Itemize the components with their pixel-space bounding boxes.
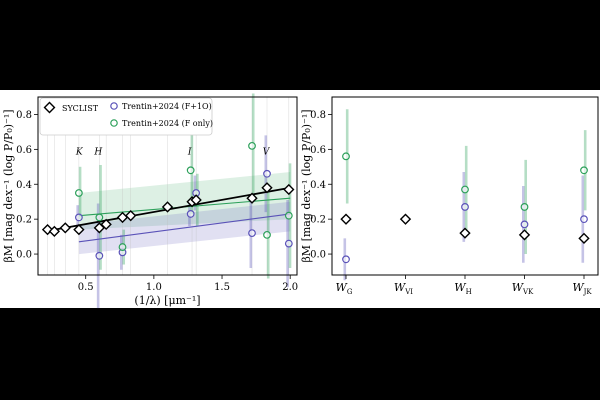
- band-annotation-K: K: [75, 148, 84, 158]
- right-point-f1o-2: [461, 203, 469, 211]
- right-ytick-label-2: 0.4: [310, 180, 326, 191]
- left-x-axis-label: (1/λ) [μm⁻¹]: [134, 294, 200, 307]
- right-xtick-label-0: WG: [336, 281, 353, 296]
- right-point-syclist-2: [459, 227, 471, 239]
- point-fonly-3: [186, 166, 195, 175]
- point-syclist-7: [125, 210, 137, 222]
- band-annotation-H: H: [93, 148, 102, 158]
- right-point-fonly-0: [342, 152, 350, 161]
- right-point-f1o-3: [520, 220, 529, 229]
- left-xtick-label-1: 1.0: [146, 282, 162, 293]
- point-syclist-1: [48, 225, 61, 238]
- point-f1o-7: [284, 239, 293, 248]
- right-point-syclist-4: [578, 232, 590, 245]
- point-fonly-6: [263, 230, 271, 239]
- right-point-syclist-0: [340, 213, 352, 225]
- right-ytick-label-1: 0.2: [310, 215, 326, 226]
- right-point-syclist-1: [399, 213, 412, 225]
- left-ytick-label-4: 0.8: [16, 110, 32, 121]
- left-y-ticks: 0.0 0.2 0.4 0.6 0.8: [16, 110, 38, 261]
- point-f1o-1: [95, 251, 104, 260]
- point-f1o-6: [263, 169, 271, 178]
- point-fonly-5: [248, 141, 256, 150]
- left-xtick-label-2: 1.5: [214, 282, 230, 293]
- point-syclist-8: [161, 201, 174, 213]
- right-point-fonly-2: [461, 185, 469, 194]
- point-fonly-2: [118, 243, 127, 251]
- point-fonly-1: [95, 213, 104, 222]
- legend: SYCLIST Trentin+2024 (F+1O) Trentin+2024…: [39, 97, 213, 136]
- point-syclist-2: [59, 222, 71, 234]
- legend-f1o-label: Trentin+2024 (F+1O): [122, 102, 212, 111]
- right-point-f1o-0: [342, 255, 350, 264]
- point-syclist-11: [246, 192, 258, 204]
- right-ytick-label-0: 0.0: [310, 250, 326, 261]
- legend-f1o-marker: [110, 102, 118, 110]
- left-x-ticks: 0.5 1.0 1.5 2.0: [78, 275, 298, 293]
- right-xtick-label-3: WVK: [512, 281, 534, 296]
- legend-box: [39, 97, 213, 136]
- left-xtick-label-0: 0.5: [78, 282, 94, 293]
- right-x-ticks: WG WVI WH WVK WJK: [336, 275, 592, 296]
- left-xtick-label-3: 2.0: [282, 282, 298, 293]
- left-ytick-label-0: 0.0: [16, 250, 32, 261]
- right-point-fonly-4: [580, 166, 588, 175]
- point-fonly-7: [284, 211, 293, 220]
- point-syclist-12: [261, 182, 273, 194]
- right-point-syclist-3: [518, 229, 531, 241]
- right-chart-panel: WG WVI WH WVK WJK 0.0 0.2 0.4 0.6 0.8 βM [mag de…: [300, 96, 599, 296]
- point-syclist-13: [283, 183, 295, 196]
- left-ytick-label-3: 0.6: [16, 145, 32, 156]
- point-syclist-3: [73, 223, 85, 236]
- point-f1o-0: [74, 213, 83, 222]
- left-plot-frame: [37, 96, 298, 276]
- right-y-axis-label: βM [mag dex⁻¹ (log P/P₀)⁻¹]: [300, 109, 313, 262]
- legend-syclist-label: SYCLIST: [62, 104, 99, 113]
- left-ytick-label-2: 0.4: [16, 180, 32, 191]
- legend-syclist-marker: [43, 101, 56, 114]
- point-fonly-0: [74, 189, 83, 197]
- right-y-ticks: 0.0 0.2 0.4 0.6 0.8: [310, 110, 332, 261]
- legend-fonly-label: Trentin+2024 (F only): [122, 119, 213, 128]
- point-syclist-5: [100, 218, 112, 231]
- right-point-f1o-4: [580, 215, 588, 224]
- right-point-fonly-3: [520, 203, 529, 211]
- left-y-axis-label: βM [mag dex⁻¹ (log P/P₀)⁻¹]: [2, 109, 15, 262]
- right-xtick-label-1: WVI: [394, 281, 413, 296]
- right-ytick-label-4: 0.8: [310, 110, 326, 121]
- right-data-points: [340, 152, 590, 264]
- legend-fonly-marker: [110, 119, 118, 127]
- band-annotation-V: V: [263, 148, 271, 158]
- right-ytick-label-3: 0.6: [310, 145, 326, 156]
- point-f1o-3: [186, 210, 195, 218]
- left-data-points: [41, 141, 295, 260]
- fit-line-f1o: [78, 213, 291, 243]
- band-annotation-I: I: [187, 148, 192, 158]
- point-f1o-5: [248, 229, 256, 238]
- point-syclist-10: [190, 194, 202, 206]
- right-xtick-label-4: WJK: [572, 281, 592, 296]
- left-ytick-label-1: 0.2: [16, 215, 32, 226]
- right-xtick-label-2: WH: [454, 281, 471, 296]
- point-syclist-6: [116, 211, 129, 224]
